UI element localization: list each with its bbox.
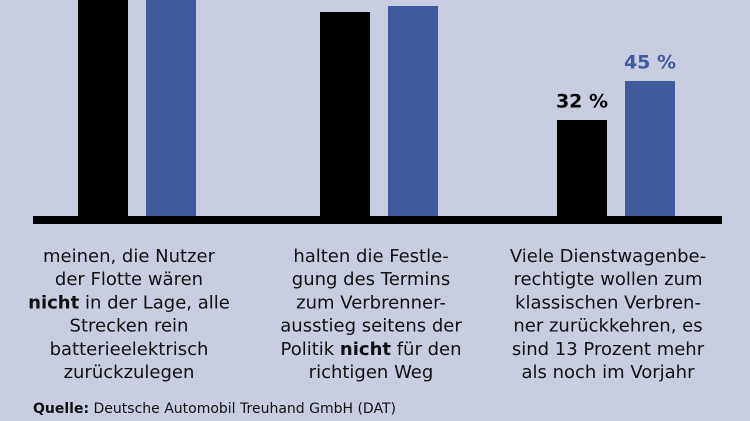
label-text: gung des Termins — [292, 269, 450, 290]
category-label: nicht in der Lage, alle — [28, 292, 230, 313]
category-label: der Flotte wären — [55, 269, 203, 290]
label-text: in der Lage, alle — [79, 292, 230, 313]
category-label: batterieelektrisch — [50, 339, 209, 360]
category-label: richtigen Weg — [309, 362, 434, 383]
label-text: rechtigte wollen zum — [513, 269, 702, 290]
source: Quelle: Deutsche Automobil Treuhand GmbH… — [33, 401, 396, 417]
label-text: für den — [391, 339, 462, 360]
category-label: rechtigte wollen zum — [513, 269, 702, 290]
label-text: batterieelektrisch — [50, 339, 209, 360]
bar — [320, 12, 370, 216]
label-text: der Flotte wären — [55, 269, 203, 290]
baseline — [33, 216, 722, 224]
category-label: halten die Festle- — [293, 246, 448, 267]
label-text: zum Verbrenner- — [296, 292, 446, 313]
bar — [388, 6, 438, 216]
source-text: Deutsche Automobil Treuhand GmbH (DAT) — [89, 401, 396, 417]
label-text: klassischen Verbren- — [515, 292, 701, 313]
label-text: sind 13 Prozent mehr — [512, 339, 705, 360]
label-bold: nicht — [28, 292, 79, 313]
category-label: Strecken rein — [70, 316, 189, 337]
label-bold: nicht — [340, 339, 391, 360]
value-label: 32 % — [556, 91, 608, 113]
category-label: sind 13 Prozent mehr — [512, 339, 705, 360]
label-text: ausstieg seitens der — [280, 316, 462, 337]
label-text: Politik — [280, 339, 339, 360]
category-label: als noch im Vorjahr — [521, 362, 695, 383]
category-label: klassischen Verbren- — [515, 292, 701, 313]
label-text: ner zurückkehren, es — [513, 316, 702, 337]
bar — [557, 120, 607, 216]
category-label: ner zurückkehren, es — [513, 316, 702, 337]
bar — [78, 0, 128, 216]
label-text: Strecken rein — [70, 316, 189, 337]
category-label: meinen, die Nutzer — [43, 246, 216, 267]
category-label: gung des Termins — [292, 269, 450, 290]
bar — [625, 81, 675, 216]
category-label: zurückzulegen — [64, 362, 195, 383]
value-label: 68 % — [319, 0, 371, 5]
value-label: 45 % — [624, 52, 676, 74]
label-text: meinen, die Nutzer — [43, 246, 216, 267]
label-text: richtigen Weg — [309, 362, 434, 383]
category-label: ausstieg seitens der — [280, 316, 462, 337]
bar — [146, 0, 196, 216]
label-text: als noch im Vorjahr — [521, 362, 695, 383]
source-label: Quelle: — [33, 401, 89, 417]
category-label: zum Verbrenner- — [296, 292, 446, 313]
category-label: Politik nicht für den — [280, 339, 461, 360]
label-text: zurückzulegen — [64, 362, 195, 383]
category-label: Viele Dienstwagenbe- — [510, 246, 706, 267]
label-text: halten die Festle- — [293, 246, 448, 267]
label-text: Viele Dienstwagenbe- — [510, 246, 706, 267]
